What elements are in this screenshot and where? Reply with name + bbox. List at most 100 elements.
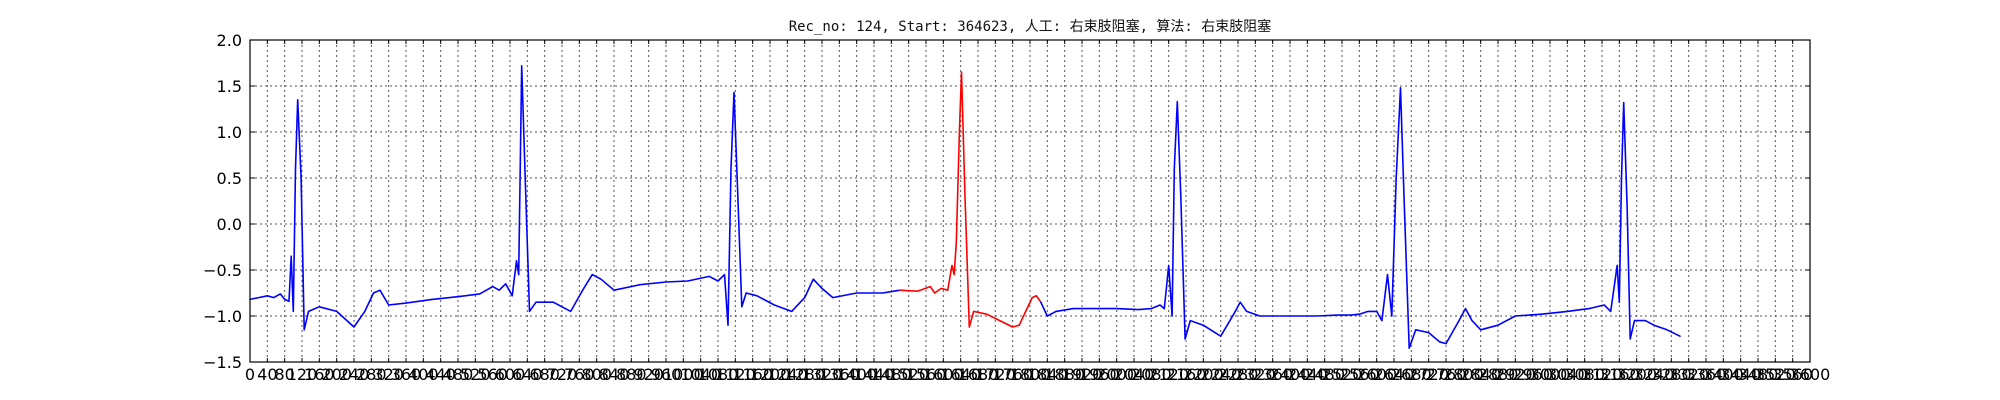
- x-tick-label: 1320: [802, 365, 843, 384]
- x-tick-label: 1000: [663, 365, 704, 384]
- x-tick-label: 40: [257, 365, 277, 384]
- x-tick-label: 2320: [1235, 365, 1276, 384]
- x-tick-label: 960: [651, 365, 682, 384]
- x-tick-label: 1240: [767, 365, 808, 384]
- x-tick-label: 3280: [1651, 365, 1692, 384]
- x-tick-label: 3240: [1634, 365, 1675, 384]
- x-tick-label: 2720: [1408, 365, 1449, 384]
- x-tick-label: 3320: [1668, 365, 1709, 384]
- x-tick-label: 2400: [1270, 365, 1311, 384]
- x-tick-label: 2560: [1339, 365, 1380, 384]
- x-tick-label: 680: [529, 365, 560, 384]
- x-tick-label: 1480: [871, 365, 912, 384]
- x-tick-label: 640: [512, 365, 543, 384]
- x-tick-label: 3520: [1755, 365, 1796, 384]
- x-tick-label: 1080: [698, 365, 739, 384]
- x-tick-label: 2680: [1391, 365, 1432, 384]
- x-tick-label: 2480: [1304, 365, 1345, 384]
- x-tick-label: 1520: [888, 365, 929, 384]
- x-tick-label: 1680: [958, 365, 999, 384]
- x-tick-label: 80: [274, 365, 294, 384]
- ecg-segment-2: [899, 71, 1042, 328]
- x-tick-label: 1640: [940, 365, 981, 384]
- x-tick-label: 2600: [1356, 365, 1397, 384]
- x-tick-label: 3040: [1547, 365, 1588, 384]
- x-tick-label: 240: [339, 365, 370, 384]
- x-tick-label: 3400: [1703, 365, 1744, 384]
- x-tick-label: 0: [245, 365, 255, 384]
- x-tick-label: 2040: [1114, 365, 1155, 384]
- x-tick-label: 3480: [1738, 365, 1779, 384]
- y-tick-label: 0.5: [217, 169, 242, 188]
- y-tick-label: −1.0: [203, 307, 242, 326]
- x-tick-label: 1160: [732, 365, 773, 384]
- x-tick-label: 440: [425, 365, 456, 384]
- x-tick-label: 2920: [1495, 365, 1536, 384]
- grid: [249, 39, 1811, 363]
- x-tick-label: 360: [391, 365, 422, 384]
- x-tick-label: 3360: [1686, 365, 1727, 384]
- x-tick-label: 2960: [1512, 365, 1553, 384]
- x-tick-label: 1560: [906, 365, 947, 384]
- x-tick-label: 400: [408, 365, 439, 384]
- x-tick-label: 1840: [1027, 365, 1068, 384]
- y-tick-label: 1.0: [217, 123, 242, 142]
- x-tick-label: 1440: [854, 365, 895, 384]
- x-tick-label: 1040: [680, 365, 721, 384]
- x-tick-label: 1760: [992, 365, 1033, 384]
- x-tick-label: 2280: [1218, 365, 1259, 384]
- x-tick-label: 1960: [1079, 365, 1120, 384]
- x-tick-label: 3200: [1616, 365, 1657, 384]
- x-tick-label: 1400: [836, 365, 877, 384]
- x-tick-label: 3120: [1582, 365, 1623, 384]
- x-tick-label: 3080: [1564, 365, 1605, 384]
- x-tick-label: 600: [495, 365, 526, 384]
- chart-title: Rec_no: 124, Start: 364623, 人工: 右束肢阻塞, 算…: [789, 18, 1272, 35]
- x-tick-label: 2440: [1287, 365, 1328, 384]
- x-tick-label: 2160: [1166, 365, 1207, 384]
- x-tick-label: 2840: [1460, 365, 1501, 384]
- x-tick-label: 3000: [1530, 365, 1571, 384]
- x-tick-label: 560: [477, 365, 508, 384]
- x-tick-label: 920: [633, 365, 664, 384]
- x-tick-label: 880: [616, 365, 647, 384]
- x-tick-label: 120: [287, 365, 318, 384]
- x-tick-label: 3440: [1720, 365, 1761, 384]
- x-tick-label: 1800: [1010, 365, 1051, 384]
- x-tick-label: 1200: [750, 365, 791, 384]
- x-tick-label: 840: [599, 365, 630, 384]
- x-tick-label: 160: [304, 365, 335, 384]
- y-tick-label: 2.0: [217, 31, 242, 50]
- x-tick-label: 480: [443, 365, 474, 384]
- x-tick-label: 2760: [1426, 365, 1467, 384]
- x-tick-label: 2080: [1131, 365, 1172, 384]
- ecg-segment-3: [1040, 87, 1681, 349]
- x-tick-label: 1720: [975, 365, 1016, 384]
- x-tick-label: 2800: [1443, 365, 1484, 384]
- x-tick-label: 320: [373, 365, 404, 384]
- x-tick-label: 3560: [1772, 365, 1813, 384]
- x-tick-label: 3160: [1599, 365, 1640, 384]
- x-tick-label: 760: [564, 365, 595, 384]
- x-tick-label: 2200: [1183, 365, 1224, 384]
- x-tick-label: 1880: [1044, 365, 1085, 384]
- y-tick-label: 0.0: [217, 215, 242, 234]
- y-tick-label: −1.5: [203, 353, 242, 372]
- x-tick-label: 2880: [1478, 365, 1519, 384]
- x-tick-label: 1280: [784, 365, 825, 384]
- x-tick-label: 520: [460, 365, 491, 384]
- x-tick-label: 2640: [1374, 365, 1415, 384]
- x-tick-label: 1600: [923, 365, 964, 384]
- x-tick-label: 2360: [1252, 365, 1293, 384]
- x-tick-label: 1360: [819, 365, 860, 384]
- x-tick-label: 2240: [1200, 365, 1241, 384]
- x-tick-labels: 0 408012016020024028032036040044048052056…: [245, 365, 1830, 384]
- x-tick-label: 200: [321, 365, 352, 384]
- axis-ticks: [249, 39, 1811, 363]
- ecg-segment-1: [249, 65, 901, 331]
- x-tick-label: 1920: [1062, 365, 1103, 384]
- x-tick-label: 1120: [715, 365, 756, 384]
- plot-series: [249, 65, 1681, 349]
- y-tick-label: −0.5: [203, 261, 242, 280]
